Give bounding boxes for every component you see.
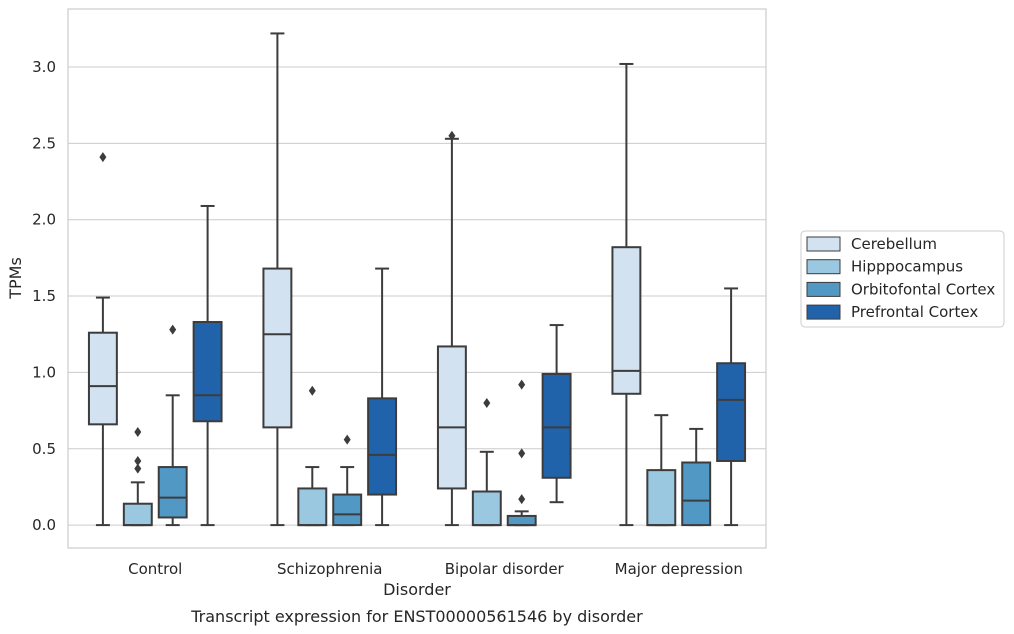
plot-frame xyxy=(67,8,767,549)
box-group xyxy=(87,152,118,527)
box-body xyxy=(262,267,293,429)
x-tick-label: Control xyxy=(128,560,182,578)
outlier-point xyxy=(134,455,142,466)
box-body xyxy=(716,362,747,462)
outlier-point xyxy=(99,152,107,163)
box-group xyxy=(646,414,677,527)
box-body xyxy=(157,466,188,519)
y-tick-labels: 0.0 0.5 1.0 1.5 2.0 2.5 3.0 xyxy=(32,58,56,534)
box-group xyxy=(716,287,747,527)
outlier-point xyxy=(518,494,526,505)
box-group xyxy=(262,32,293,527)
box-body xyxy=(122,502,153,527)
box-body xyxy=(681,461,712,527)
box-group xyxy=(297,385,328,527)
outlier-point xyxy=(343,434,351,445)
box-group xyxy=(681,427,712,527)
box-group xyxy=(541,324,572,504)
box-body xyxy=(471,490,502,527)
box-body xyxy=(646,469,677,527)
box-body xyxy=(192,321,223,423)
y-axis-label: TPMs xyxy=(6,257,25,300)
legend: Cerebellum Hipppocampus Orbitofontal Corte… xyxy=(800,230,1005,328)
chart-caption: Transcript expression for ENST0000056154… xyxy=(190,607,643,626)
box-group xyxy=(192,204,223,527)
legend-label: Cerebellum xyxy=(851,235,937,253)
legend-swatch xyxy=(806,304,841,320)
box-body xyxy=(87,331,118,426)
box-group xyxy=(157,324,188,527)
x-axis-label: Disorder xyxy=(383,580,451,599)
y-tick-label: 1.5 xyxy=(32,287,56,305)
legend-label: Hipppocampus xyxy=(851,258,963,276)
legend-swatch xyxy=(806,281,841,297)
box-body xyxy=(297,487,328,527)
box-group xyxy=(332,434,363,527)
y-gridlines xyxy=(68,66,766,526)
outlier-point xyxy=(134,463,142,474)
box-body xyxy=(611,246,642,395)
legend-swatch xyxy=(806,259,841,275)
box-group xyxy=(122,426,153,527)
box-group xyxy=(436,130,467,527)
outlier-point xyxy=(169,324,177,335)
outlier-point xyxy=(518,448,526,459)
box-group xyxy=(367,267,398,527)
box-body xyxy=(436,345,467,490)
legend-label: Orbitofontal Cortex xyxy=(851,280,995,298)
box-group xyxy=(471,397,502,527)
x-tick-labels: Control Schizophrenia Bipolar disorder Majo… xyxy=(128,560,743,578)
outlier-point xyxy=(448,130,456,141)
box-body xyxy=(541,372,572,479)
y-tick-label: 2.0 xyxy=(32,211,56,229)
outlier-point xyxy=(518,379,526,390)
y-tick-label: 2.5 xyxy=(32,134,56,152)
x-tick-label: Bipolar disorder xyxy=(445,560,565,578)
outlier-point xyxy=(134,426,142,437)
box-body xyxy=(506,514,537,527)
box-body xyxy=(367,397,398,496)
box-series xyxy=(87,32,747,527)
legend-frame xyxy=(800,230,1005,328)
outlier-point xyxy=(308,385,316,396)
x-tick-label: Major depression xyxy=(615,560,743,578)
box-group xyxy=(611,62,642,527)
y-tick-label: 1.0 xyxy=(32,363,56,381)
box-group xyxy=(506,379,537,527)
y-tick-label: 3.0 xyxy=(32,58,56,76)
legend-swatch xyxy=(806,236,841,252)
outlier-point xyxy=(483,397,491,408)
x-tick-label: Schizophrenia xyxy=(277,560,382,578)
legend-label: Prefrontal Cortex xyxy=(851,303,978,321)
y-tick-label: 0.5 xyxy=(32,440,56,458)
box-body xyxy=(332,493,363,527)
y-tick-label: 0.0 xyxy=(32,516,56,534)
